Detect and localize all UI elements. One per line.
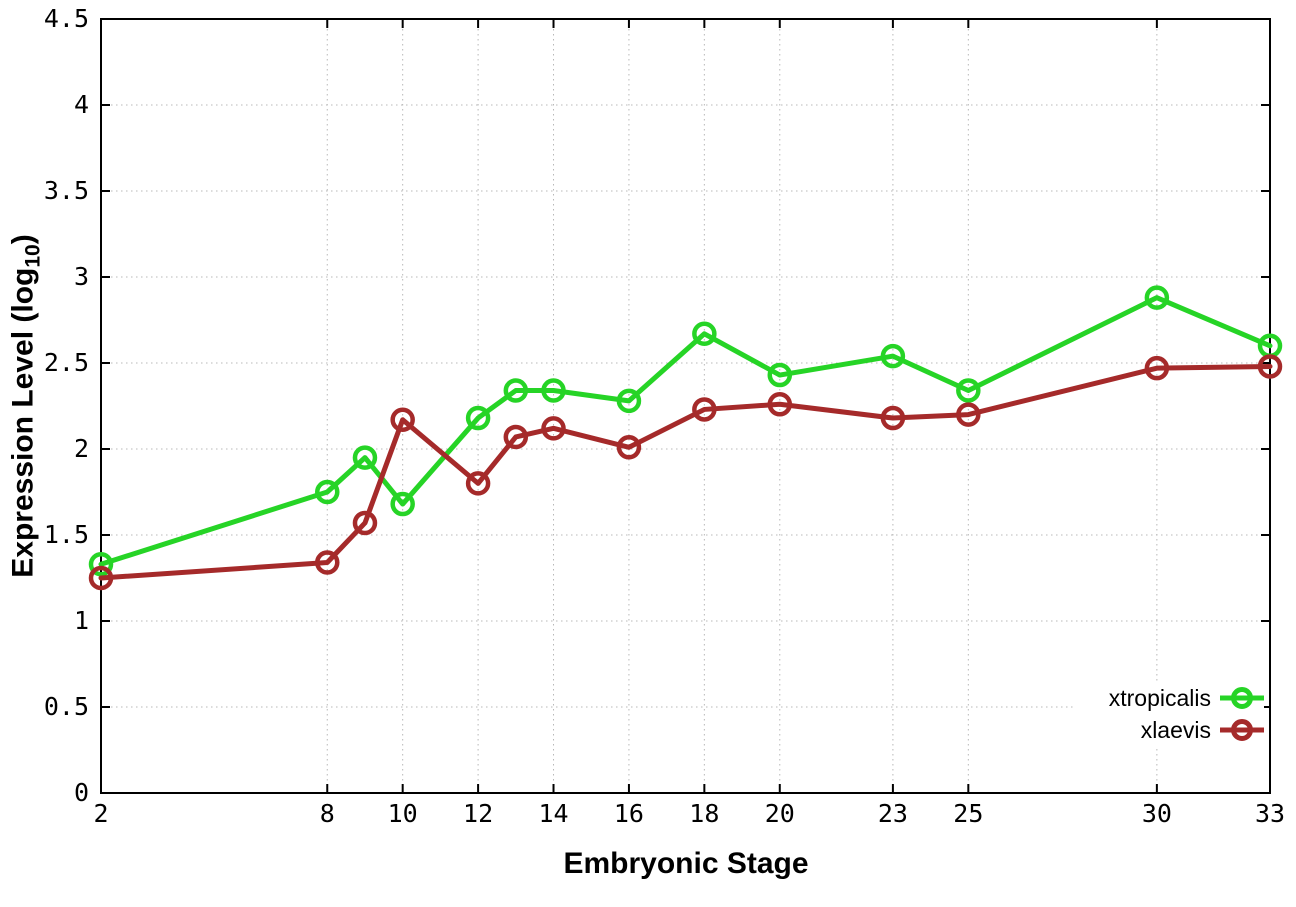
data-point-xtropicalis (503, 378, 529, 403)
y-axis-title: Expression Level (log10) (7, 234, 46, 577)
data-point-xlaevis (880, 405, 906, 431)
data-point-xlaevis (503, 424, 529, 450)
y-tick-label: 4.5 (44, 4, 89, 33)
y-tick-label: 3 (74, 262, 89, 291)
data-point-xlaevis (767, 392, 793, 417)
data-point-xtropicalis (767, 362, 793, 388)
legend-marker-icon (1231, 719, 1253, 741)
x-tick-label: 16 (614, 799, 644, 828)
legend-marker-icon (1231, 687, 1253, 709)
legend-swatch-xtropicalis (1220, 686, 1264, 710)
series-line-xlaevis (98, 363, 1273, 581)
x-tick-label: 8 (320, 799, 335, 828)
x-tick-label: 14 (538, 799, 568, 828)
data-point-xtropicalis (956, 378, 981, 403)
legend-entry-xtropicalis: xtropicalis (1074, 683, 1264, 713)
x-axis-title: Embryonic Stage (563, 847, 809, 880)
data-point-xlaevis (692, 397, 717, 422)
y-axis-title-subscript: 10 (21, 244, 45, 268)
legend-label-xlaevis: xlaevis (1140, 716, 1211, 743)
data-point-xlaevis (88, 565, 114, 591)
y-tick-label: 2.5 (44, 348, 89, 377)
x-tick-label: 10 (388, 799, 418, 828)
y-tick-label: 1 (74, 606, 89, 635)
data-point-xtropicalis (1144, 285, 1170, 310)
data-point-xtropicalis (88, 551, 114, 577)
legend-label-xtropicalis: xtropicalis (1108, 684, 1211, 711)
x-tick-label: 18 (689, 799, 719, 828)
data-point-xtropicalis (880, 343, 906, 369)
data-point-xlaevis (1144, 355, 1170, 381)
x-tick-label: 30 (1142, 799, 1172, 828)
data-point-xtropicalis (352, 445, 378, 470)
data-point-xlaevis (956, 402, 981, 427)
y-axis-title-end: ) (6, 234, 40, 245)
data-point-xlaevis (1257, 354, 1283, 379)
data-point-xlaevis (315, 550, 340, 575)
data-point-xlaevis (616, 435, 642, 460)
x-tick-label: 12 (463, 799, 493, 828)
data-point-xlaevis (465, 471, 491, 496)
x-tick-label: 2 (93, 799, 108, 828)
x-tick-label: 25 (953, 799, 983, 828)
y-tick-label: 4 (74, 90, 89, 119)
legend: xtropicalis xlaevis (1074, 682, 1264, 746)
data-point-xtropicalis (692, 321, 717, 347)
data-point-xtropicalis (390, 491, 415, 517)
y-tick-label: 3.5 (44, 176, 89, 205)
legend-entry-xlaevis: xlaevis (1074, 715, 1264, 745)
data-point-xlaevis (352, 510, 378, 536)
x-tick-label: 33 (1255, 799, 1285, 828)
data-point-xtropicalis (315, 479, 340, 505)
data-point-xtropicalis (465, 405, 491, 431)
data-point-xlaevis (541, 416, 566, 441)
y-tick-label: 0 (74, 778, 89, 807)
x-tick-label: 23 (878, 799, 908, 828)
plot-border (100, 18, 1271, 794)
data-point-xtropicalis (616, 388, 642, 414)
series-line-xtropicalis (98, 295, 1273, 567)
x-tick-label: 20 (765, 799, 795, 828)
y-axis-title-main: Expression Level (log (6, 267, 40, 578)
legend-swatch-xlaevis (1220, 718, 1264, 742)
y-tick-label: 1.5 (44, 520, 89, 549)
y-tick-label: 2 (74, 434, 89, 463)
y-tick-label: 0.5 (44, 692, 89, 721)
data-point-xtropicalis (541, 378, 566, 403)
data-point-xlaevis (390, 407, 415, 433)
